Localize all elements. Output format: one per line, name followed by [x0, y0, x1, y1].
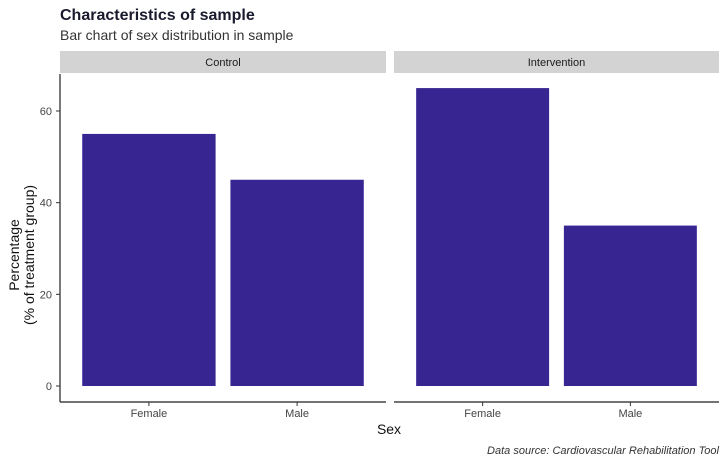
- x-tick-label: Male: [285, 408, 309, 420]
- x-tick-label: Female: [131, 408, 168, 420]
- y-axis-title-line1: Percentage: [6, 219, 22, 291]
- facet-strip-label: Intervention: [528, 57, 585, 69]
- chart-subtitle: Bar chart of sex distribution in sample: [60, 27, 294, 43]
- y-tick-label: 0: [46, 381, 52, 393]
- x-axis-title: Sex: [377, 421, 401, 437]
- bar: [563, 225, 697, 386]
- bar: [416, 88, 550, 386]
- x-tick-label: Male: [618, 408, 642, 420]
- y-tick-label: 60: [40, 106, 52, 118]
- chart-caption: Data source: Cardiovascular Rehabilitati…: [487, 445, 719, 457]
- facet-strip-label: Control: [205, 57, 240, 69]
- bar: [230, 179, 364, 386]
- facet-panels: 0 20 40 60 Control Female Male Intervention Fema…: [40, 51, 719, 420]
- facet-strip: [60, 51, 386, 73]
- y-axis-title-line2: (% of treatment group): [21, 185, 37, 325]
- bar: [82, 133, 216, 386]
- x-tick-label: Female: [464, 408, 501, 420]
- facet-strip: [394, 51, 719, 73]
- y-tick-label: 40: [40, 198, 52, 210]
- y-axis-title: Percentage (% of treatment group): [6, 185, 37, 325]
- chart-title: Characteristics of sample: [60, 7, 255, 24]
- y-tick-label: 20: [40, 289, 52, 301]
